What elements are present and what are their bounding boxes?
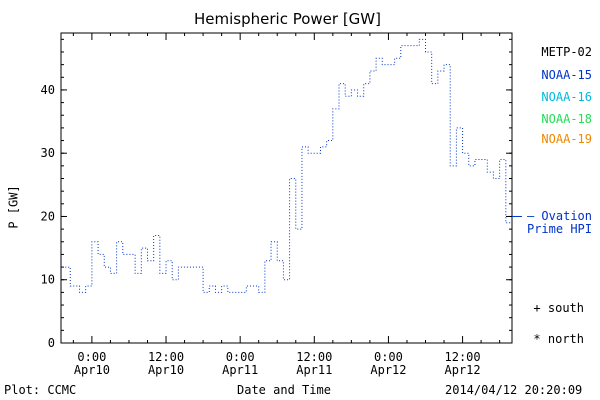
legend-item-noaa-19: NOAA-19 xyxy=(541,132,592,146)
y-tick-label: 10 xyxy=(41,273,55,287)
legend-item-metp-02: METP-02 xyxy=(541,45,592,59)
legend-item-noaa-15: NOAA-15 xyxy=(541,68,592,82)
ovation-legend-line1: — Ovation xyxy=(527,209,592,223)
x-tick-label-date: Apr12 xyxy=(370,363,406,377)
x-tick-label-date: Apr12 xyxy=(445,363,481,377)
legend-label: NOAA-15 xyxy=(541,68,592,82)
x-tick-label-time: 12:00 xyxy=(296,350,332,364)
legend-label: NOAA-19 xyxy=(541,132,592,146)
legend-item-noaa-18: NOAA-18 xyxy=(541,112,592,126)
y-tick-label: 30 xyxy=(41,146,55,160)
x-tick-label-time: 12:00 xyxy=(148,350,184,364)
x-tick-label-date: Apr10 xyxy=(148,363,184,377)
x-tick-label-time: 0:00 xyxy=(374,350,403,364)
ovation-label: Ovation xyxy=(541,209,592,223)
legend-label: NOAA-16 xyxy=(541,90,592,104)
x-axis-label: Date and Time xyxy=(237,383,331,397)
x-tick-label-time: 0:00 xyxy=(77,350,106,364)
y-axis: 0 10 20 30 40 xyxy=(41,38,512,350)
legend-item-noaa-16: NOAA-16 xyxy=(541,90,592,104)
x-tick-label-time: 0:00 xyxy=(226,350,255,364)
y-tick-label: 40 xyxy=(41,83,55,97)
plot-timestamp: 2014/04/12 20:20:09 xyxy=(445,383,583,397)
x-tick-label-time: 12:00 xyxy=(445,350,481,364)
marker-legend-north: * north xyxy=(533,332,584,346)
y-tick-label: 20 xyxy=(41,209,55,223)
ovation-dash-glyph: — xyxy=(526,209,535,223)
x-tick-label-date: Apr10 xyxy=(74,363,110,377)
chart-title: Hemispheric Power [GW] xyxy=(194,10,381,28)
x-tick-label-date: Apr11 xyxy=(222,363,258,377)
marker-legend-south: + south xyxy=(533,301,584,315)
plot-credit: Plot: CCMC xyxy=(4,383,77,397)
series-layer xyxy=(62,38,512,293)
ovation-legend-line2: Prime HPI xyxy=(526,222,592,236)
series-line-noaa-15 xyxy=(62,38,512,293)
plot-frame xyxy=(60,32,513,344)
legend-label: NOAA-18 xyxy=(541,112,592,126)
x-tick-label-date: Apr11 xyxy=(296,363,332,377)
x-axis: 0:00Apr1012:00Apr100:00Apr1112:00Apr110:… xyxy=(72,33,501,377)
y-axis-label: P [GW] xyxy=(6,185,21,229)
legend-label: METP-02 xyxy=(541,45,592,59)
y-tick-label: 0 xyxy=(48,336,55,350)
